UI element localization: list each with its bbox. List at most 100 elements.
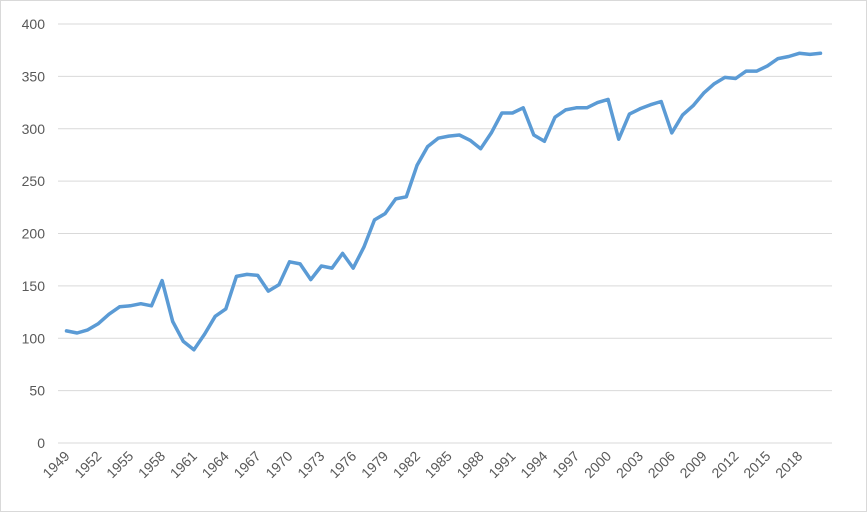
data-point-1964 (224, 307, 228, 311)
y-tick-label: 0 (37, 435, 45, 451)
data-point-1950 (75, 331, 79, 335)
data-point-2006 (670, 131, 674, 135)
data-point-1982 (415, 163, 419, 167)
y-tick-label: 350 (22, 68, 46, 84)
data-point-2007 (681, 113, 684, 117)
data-point-1984 (436, 136, 440, 140)
x-tick-label: 1961 (167, 448, 200, 481)
data-point-1955 (128, 304, 132, 308)
data-point-2019 (808, 52, 812, 56)
data-point-1994 (542, 139, 546, 143)
data-point-1959 (171, 320, 175, 323)
data-point-1975 (341, 251, 345, 255)
y-tick-label: 50 (29, 383, 45, 399)
x-tick-label: 1949 (39, 448, 72, 481)
data-point-1952 (96, 322, 100, 326)
data-point-1970 (288, 260, 291, 264)
data-point-1999 (596, 101, 599, 105)
x-tick-label: 1976 (326, 448, 359, 481)
x-tick-label: 2003 (613, 448, 646, 481)
data-point-1973 (319, 264, 323, 268)
y-axis-ticks: 0 50 100 150 200 250 300 350 400 (22, 16, 46, 451)
data-point-1987 (468, 138, 472, 142)
data-point-2002 (627, 112, 631, 116)
y-tick-label: 150 (22, 278, 46, 294)
data-point-2010 (712, 82, 716, 86)
data-point-1992 (521, 106, 525, 110)
data-point-1981 (404, 195, 408, 199)
data-point-1954 (118, 305, 122, 309)
data-point-1966 (245, 272, 249, 276)
data-point-1978 (373, 218, 376, 222)
data-point-1953 (107, 312, 111, 316)
data-point-1989 (489, 131, 493, 135)
data-point-1983 (426, 145, 430, 149)
y-tick-label: 250 (22, 173, 46, 189)
data-point-1976 (351, 266, 355, 270)
y-tick-label: 300 (22, 121, 46, 137)
data-point-2005 (659, 100, 663, 103)
data-point-1967 (256, 273, 260, 277)
data-point-1949 (65, 329, 68, 333)
data-point-1977 (362, 245, 366, 249)
x-tick-label: 1997 (549, 448, 582, 481)
data-point-1990 (500, 111, 504, 115)
x-tick-label: 1985 (422, 448, 455, 481)
data-point-1974 (330, 266, 334, 270)
data-point-2004 (649, 103, 653, 107)
data-point-1979 (383, 212, 387, 216)
data-point-2000 (606, 97, 610, 101)
gridlines (58, 23, 832, 444)
x-axis-ticks: 1949195219551958196119641967197019731976… (39, 448, 805, 481)
data-point-1958 (160, 279, 164, 283)
y-tick-label: 200 (22, 226, 46, 242)
x-tick-label: 1970 (262, 448, 295, 481)
data-point-2020 (819, 51, 822, 55)
data-point-2016 (776, 57, 780, 61)
data-point-1960 (181, 339, 185, 343)
data-point-2012 (734, 77, 738, 80)
data-point-1957 (150, 304, 153, 308)
data-point-2017 (787, 55, 791, 58)
data-point-1998 (585, 106, 589, 110)
data-point-1965 (234, 274, 238, 278)
data-point-2011 (723, 75, 727, 79)
data-point-2018 (797, 51, 801, 55)
series-group (64, 51, 823, 352)
data-point-2008 (691, 104, 695, 108)
y-tick-label: 100 (22, 330, 46, 346)
data-point-1969 (277, 283, 281, 287)
data-point-1995 (553, 115, 557, 119)
data-point-1985 (447, 134, 451, 138)
x-tick-label: 1964 (199, 448, 232, 481)
data-point-1991 (511, 111, 514, 115)
data-point-1968 (266, 289, 270, 293)
x-tick-label: 1955 (103, 448, 136, 481)
series-line (64, 51, 823, 352)
data-point-1988 (479, 147, 483, 151)
y-tick-label: 400 (22, 16, 46, 32)
data-point-1962 (203, 332, 207, 336)
data-point-1996 (564, 108, 568, 112)
x-tick-label: 2006 (645, 448, 678, 481)
data-point-2009 (702, 91, 706, 95)
x-tick-label: 1991 (485, 448, 518, 481)
data-point-2014 (755, 69, 759, 73)
x-tick-label: 1988 (453, 448, 486, 481)
data-point-1956 (139, 302, 143, 306)
data-point-1980 (394, 197, 398, 201)
data-point-1951 (86, 328, 90, 332)
x-tick-label: 1958 (135, 448, 168, 481)
data-point-1963 (213, 314, 217, 318)
x-tick-label: 2015 (740, 448, 773, 481)
data-point-1986 (457, 133, 461, 137)
data-point-1972 (309, 278, 313, 282)
data-point-1961 (192, 348, 196, 352)
x-tick-label: 1973 (294, 448, 327, 481)
data-point-2001 (617, 137, 621, 141)
x-tick-label: 2000 (581, 448, 614, 481)
x-tick-label: 1967 (230, 448, 263, 481)
data-point-1993 (532, 133, 536, 137)
